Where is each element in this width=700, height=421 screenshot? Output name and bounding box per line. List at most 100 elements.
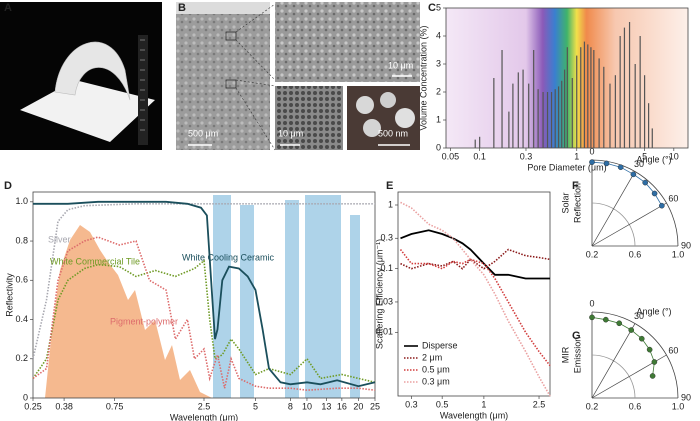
point [651,359,658,365]
r-tick-label: 0.6 [629,249,642,259]
bar [590,47,592,149]
y-axis-title: Reflectivity [4,273,14,317]
y-tick-label: 0.4 [15,314,28,324]
scale-bar-label: 500 nm [378,128,408,138]
x-tick-label: 25 [370,401,380,411]
scale-bar-label: 10 μm [278,128,303,138]
bar [501,50,503,148]
point [628,327,635,333]
point [638,335,645,342]
y-tick-label: 1 [388,199,393,209]
panel-label: A [4,2,12,14]
y-tick-label: 0.01 [375,327,393,337]
x-tick-label: 8 [288,401,293,411]
point [603,160,610,167]
y-tick-label: 0 [23,392,28,402]
scale-bar-label: 10 μm [388,60,413,70]
panel-label: C [428,2,436,14]
point [589,159,595,165]
bar [517,72,519,148]
grid-line [591,323,636,399]
y-tick-label: 0.1 [380,263,393,273]
grid-arc [591,354,636,399]
theta-tick-label: 0 [589,298,594,308]
y-axis-title: Reflection [572,183,582,223]
grid-line [591,171,636,247]
r-tick-label: 0.6 [629,401,642,411]
bar [537,89,539,148]
y-tick-label: 0.2 [15,353,28,363]
x-tick-label: 10 [669,151,679,161]
theta-tick-label: 90 [681,392,691,402]
legend-label: 0.5 μm [422,364,450,374]
point [649,373,656,379]
bar [474,139,476,148]
x-tick-label: 5 [642,151,647,161]
x-axis-title: Wavelength (μm) [440,410,508,420]
series-label: Silver [48,234,71,244]
y-axis-title: Solar [560,192,570,213]
point [616,320,623,327]
series-line [400,201,551,397]
bar [583,41,586,148]
x-tick-label: 1 [481,399,486,409]
x-axis-title: Pore Diameter (μm) [527,162,606,172]
scale-bar-label: 500 μm [188,128,218,138]
bar [593,50,595,148]
series-line [400,248,551,270]
bar [557,86,560,148]
bar [533,50,535,148]
outer-arc [591,311,679,399]
y-tick-label: 0 [436,142,441,152]
photo-a [0,2,162,150]
panel-label: D [4,180,12,192]
x-tick-label: 0.3 [520,151,533,161]
y-axis-title: Scattering Efficiency (μm⁻¹) [374,239,384,349]
r-tick-label: 1.0 [672,401,685,411]
series-line [32,203,375,359]
angle-title: Angle (°) [636,154,671,164]
point [589,314,595,321]
bar [609,83,611,148]
bar [508,111,510,148]
point [651,190,658,197]
x-tick-label: 10 [302,401,312,411]
theta-tick-label: 60 [668,345,678,355]
y-tick-label: 2 [436,86,441,96]
legend-label: Disperse [422,340,458,350]
r-tick-label: 0.2 [586,401,599,411]
bar [587,44,589,148]
bar [542,92,544,148]
bar [554,89,556,148]
y-tick-label: 0.8 [15,235,28,245]
x-axis-title: Wavelength (μm) [170,412,238,421]
outer-arc [591,159,679,247]
y-axis-title: Emission [572,337,582,374]
series-line [32,236,376,392]
panel-label: E [386,180,393,192]
point [603,316,609,323]
x-tick-label: 1 [574,151,579,161]
plot-frame [397,191,551,397]
x-tick-label: 2.5 [533,399,546,409]
bar [546,92,549,148]
x-tick-label: 0.5 [436,399,449,409]
panel-label: B [178,2,186,14]
panel-label: F [572,180,579,192]
y-axis-title: MIR [560,346,570,363]
theta-tick-label: 30 [634,311,644,321]
x-tick-label: 13 [321,401,331,411]
bar [576,55,578,148]
y-tick-label: 1 [436,114,441,124]
legend-label: 2 μm [422,352,442,362]
series-line [399,249,551,367]
sem-images: 500 μm 10 μm 10 μm 500 nm [176,2,420,151]
bar [598,58,600,148]
x-tick-label: 20 [353,401,363,411]
x-tick-label: 0.05 [442,151,460,161]
point [617,164,624,171]
bar [528,83,530,148]
panel-label: G [572,330,581,342]
r-tick-label: 0.2 [586,249,599,259]
